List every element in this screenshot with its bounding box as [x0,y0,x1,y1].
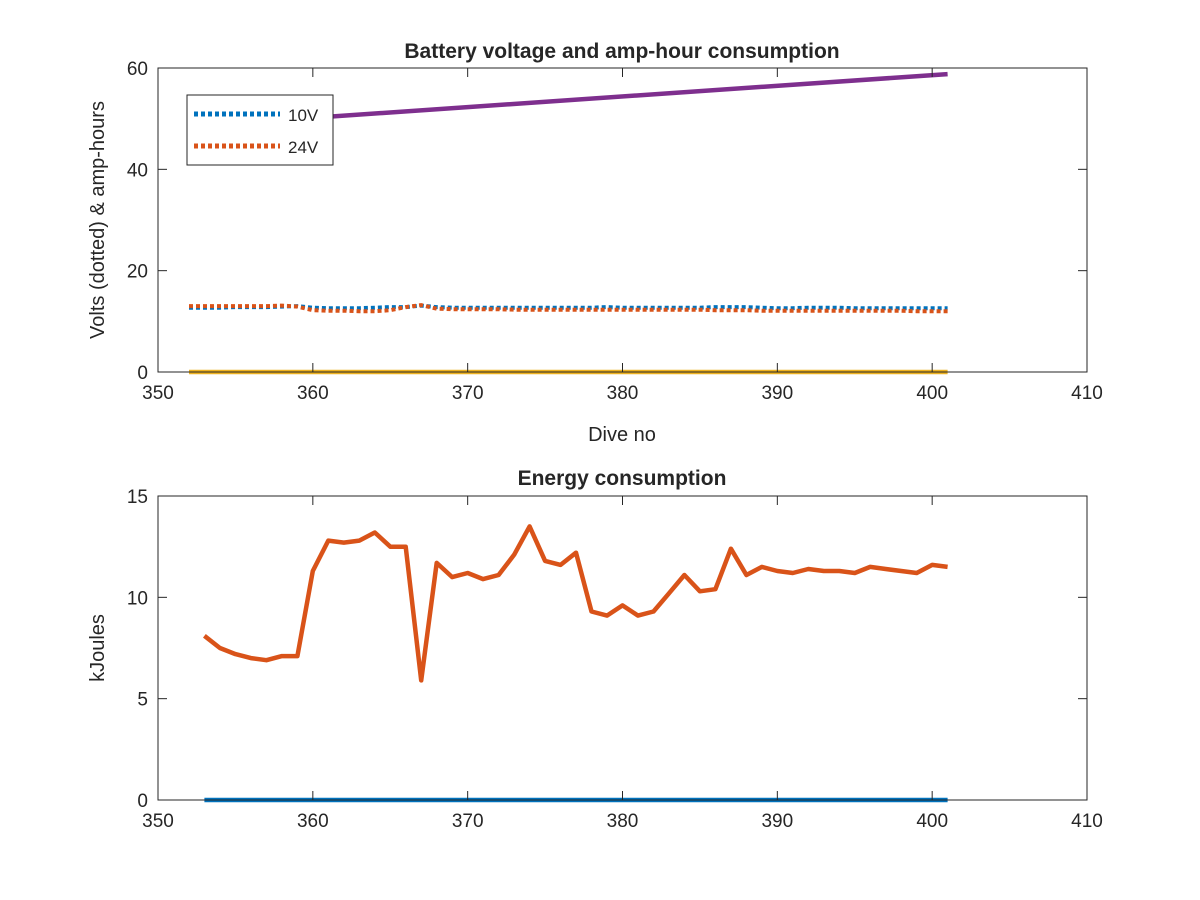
bottom-axes-background [158,496,1087,800]
bottom-x-tick-label: 400 [916,811,948,832]
bottom-x-tick-label: 360 [297,811,329,832]
top-x-tick-label: 380 [607,383,639,404]
top-y-tick-label: 60 [127,59,148,80]
bottom-y-tick-label: 15 [127,487,148,508]
top-y-tick-label: 40 [127,160,148,181]
bottom-y-axis-label: kJoules [87,614,109,682]
top-chart-title: Battery voltage and amp-hour consumption [404,40,839,63]
legend: 10V 24V [186,94,334,166]
top-ticks-group: 350 360 370 380 390 400 410 0 20 40 60 [127,59,1103,404]
bottom-y-tick-label: 0 [137,791,148,812]
top-axes: 350 360 370 380 390 400 410 0 20 40 60 Battery vol… [87,40,1103,446]
bottom-x-tick-label: 350 [142,811,174,832]
top-x-tick-label: 360 [297,383,329,404]
bottom-axes: 350 360 370 380 390 400 410 0 5 10 15 Energy consu… [87,467,1103,832]
legend-label-24v: 24V [288,138,319,157]
top-y-axis-label: Volts (dotted) & amp-hours [87,101,109,339]
bottom-x-tick-label: 410 [1071,811,1103,832]
top-x-tick-label: 370 [452,383,484,404]
top-y-tick-label: 20 [127,262,148,283]
top-x-tick-label: 400 [916,383,948,404]
bottom-y-tick-label: 5 [137,690,148,711]
legend-label-10v: 10V [288,106,319,125]
top-x-tick-label: 410 [1071,383,1103,404]
top-x-axis-label: Dive no [588,424,656,446]
bottom-x-tick-label: 370 [452,811,484,832]
bottom-y-tick-label: 10 [127,588,148,609]
bottom-x-tick-label: 380 [607,811,639,832]
top-y-tick-label: 0 [137,363,148,384]
top-x-tick-label: 350 [142,383,174,404]
bottom-ticks-group: 350 360 370 380 390 400 410 0 5 10 15 [127,487,1103,832]
legend-box [186,94,334,166]
bottom-series-line-1 [203,524,948,683]
bottom-chart-title: Energy consumption [518,467,727,490]
top-x-tick-label: 390 [761,383,793,404]
top-series-24v [189,303,948,314]
bottom-x-tick-label: 390 [761,811,793,832]
